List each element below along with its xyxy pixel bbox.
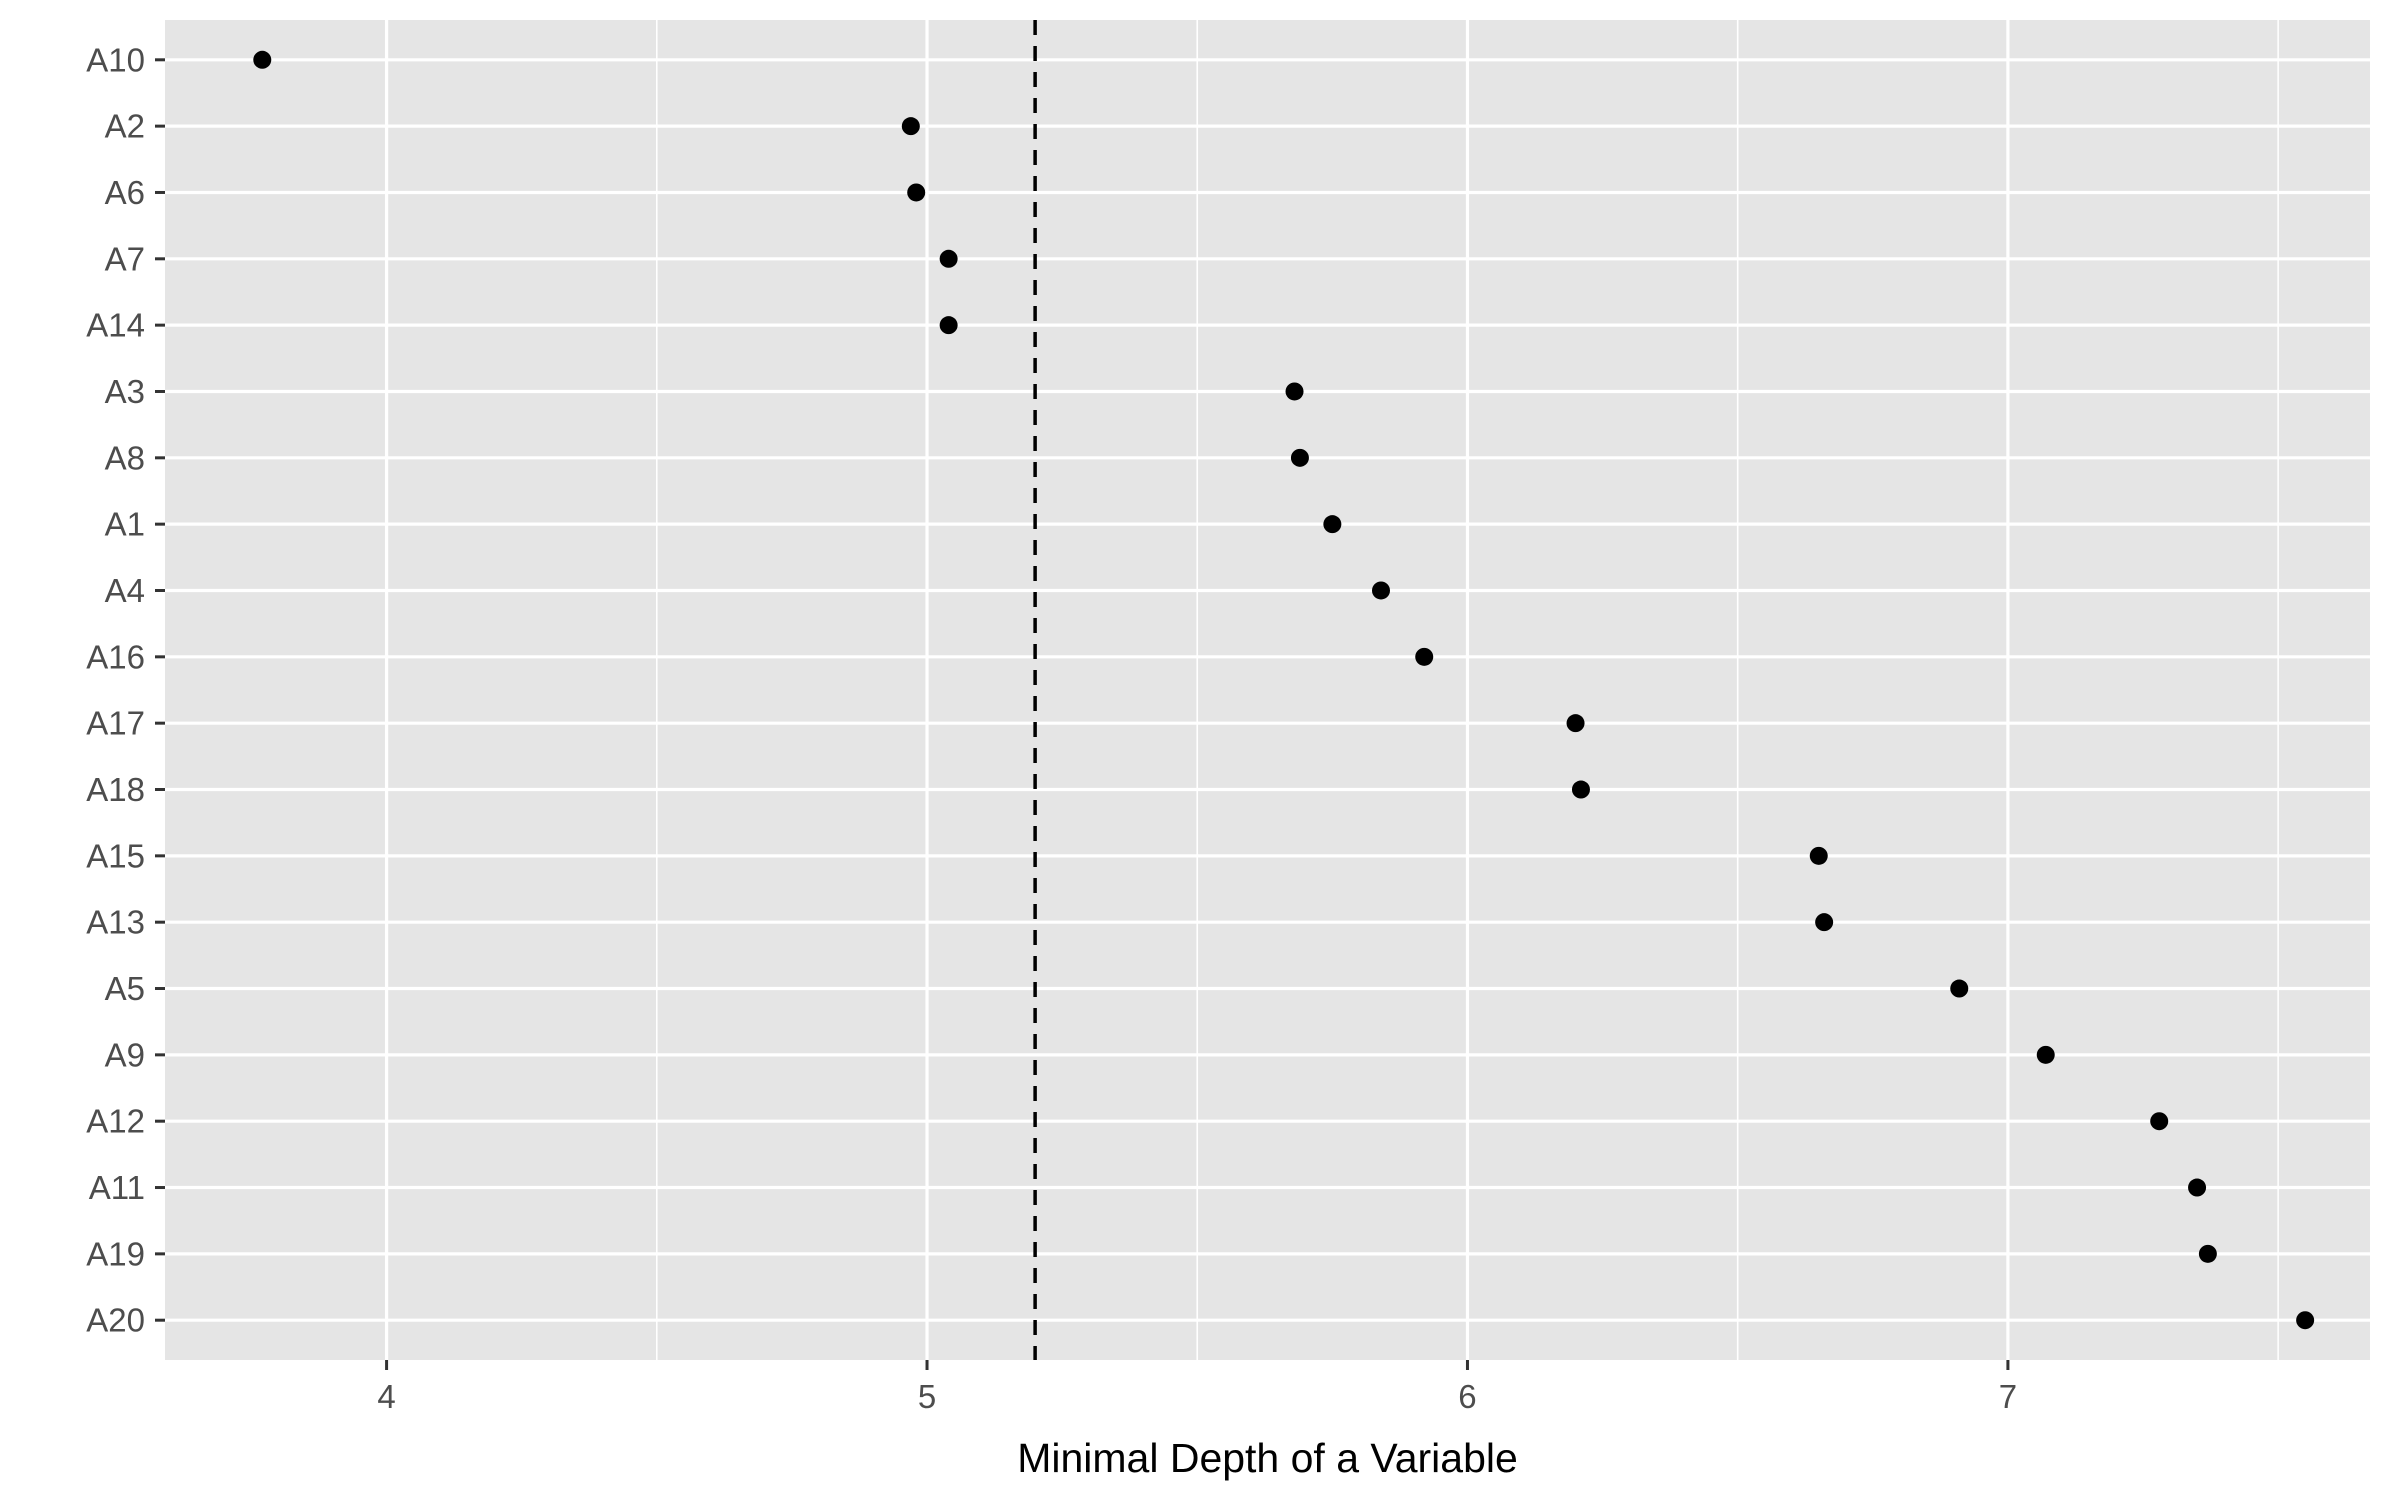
x-axis-title: Minimal Depth of a Variable	[1017, 1435, 1518, 1481]
y-tick-label: A10	[86, 41, 145, 78]
data-point-a18	[1571, 780, 1590, 799]
y-tick-label: A17	[86, 705, 145, 742]
x-tick-label: 5	[918, 1378, 936, 1415]
data-point-a10	[253, 50, 272, 69]
y-tick-label: A2	[105, 108, 145, 145]
grid-minor	[656, 20, 2279, 1360]
data-point-a19	[2198, 1244, 2217, 1263]
y-tick-label: A14	[86, 307, 145, 344]
y-tick-label: A5	[105, 970, 145, 1007]
data-point-a6	[907, 183, 926, 202]
y-tick-label: A9	[105, 1036, 145, 1073]
y-tick-label: A4	[105, 572, 145, 609]
y-tick-label: A13	[86, 904, 145, 941]
data-point-a2	[901, 117, 920, 136]
y-axis: A10 A2 A6 A7 A14 A3 A8 A1 A4 A16 A17 A18 A15 A13 A5 A9 A…	[86, 41, 165, 1339]
y-tick-label: A12	[86, 1103, 145, 1140]
y-tick-label: A7	[105, 240, 145, 277]
y-tick-label: A6	[105, 174, 145, 211]
x-tick-label: 6	[1458, 1378, 1476, 1415]
plot-panel	[165, 20, 2370, 1360]
data-point-a3	[1285, 382, 1304, 401]
y-tick-label: A19	[86, 1235, 145, 1272]
data-point-a12	[2150, 1112, 2169, 1131]
data-point-a8	[1290, 448, 1309, 467]
data-point-a7	[939, 249, 958, 268]
y-tick-label: A1	[105, 506, 145, 543]
data-point-a5	[1950, 979, 1969, 998]
data-point-a20	[2296, 1311, 2315, 1330]
data-points	[253, 50, 2315, 1330]
x-axis: 4 5 6 7	[377, 1360, 2017, 1415]
y-tick-label: A11	[89, 1169, 145, 1206]
data-point-a14	[939, 316, 958, 335]
x-tick-label: 4	[377, 1378, 395, 1415]
y-tick-label: A16	[86, 638, 145, 675]
y-tick-label: A18	[86, 771, 145, 808]
data-point-a1	[1323, 515, 1342, 534]
data-point-a17	[1566, 714, 1585, 733]
grid-major	[165, 20, 2370, 1360]
y-tick-label: A15	[86, 837, 145, 874]
data-point-a13	[1815, 913, 1834, 932]
y-tick-label: A8	[105, 439, 145, 476]
y-tick-label: A20	[86, 1302, 145, 1339]
data-point-a16	[1415, 647, 1434, 666]
data-point-a15	[1809, 846, 1828, 865]
y-tick-label: A3	[105, 373, 145, 410]
data-point-a11	[2188, 1178, 2207, 1197]
data-point-a4	[1371, 581, 1390, 600]
data-point-a9	[2036, 1045, 2055, 1064]
x-tick-label: 7	[1999, 1378, 2017, 1415]
